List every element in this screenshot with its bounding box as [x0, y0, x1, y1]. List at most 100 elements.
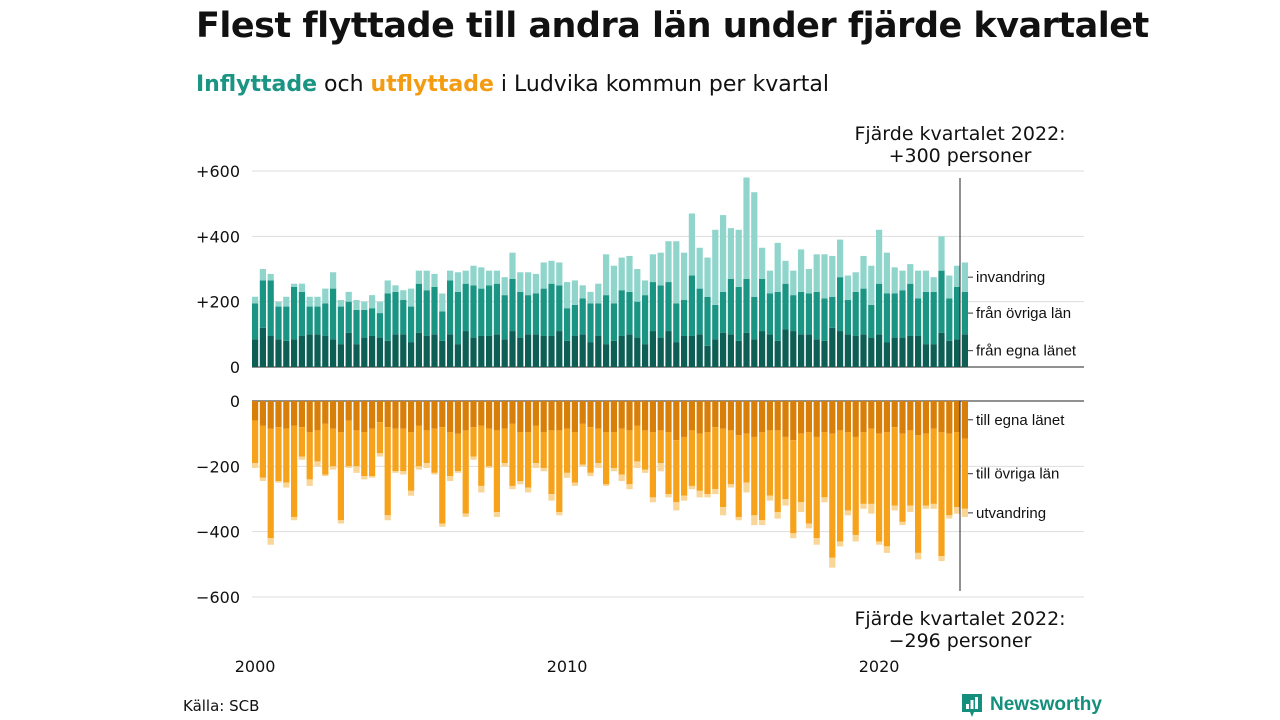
- top-bar: [353, 300, 360, 310]
- top-bar: [790, 331, 797, 367]
- top-bar: [501, 277, 508, 296]
- bottom-bar: [517, 481, 524, 485]
- bottom-bar: [579, 401, 586, 424]
- bottom-bar: [548, 401, 555, 431]
- top-bar: [306, 296, 313, 307]
- top-bar: [267, 273, 274, 281]
- bottom-bar: [829, 401, 836, 434]
- bottom-bar: [532, 463, 539, 468]
- x-tick-label: 2000: [235, 657, 276, 676]
- bottom-bar: [415, 466, 422, 470]
- bottom-bar: [782, 436, 789, 499]
- bottom-bar: [556, 430, 563, 513]
- top-bar: [517, 291, 524, 338]
- bottom-bar: [603, 432, 610, 485]
- bottom-bar: [564, 472, 571, 478]
- bottom-bar: [587, 427, 594, 473]
- bottom-bar: [493, 430, 500, 513]
- bottom-bar: [501, 401, 508, 429]
- bottom-bar: [579, 423, 586, 465]
- top-series-label: från egna länet: [976, 343, 1077, 360]
- top-bar: [946, 275, 953, 299]
- top-bar: [907, 335, 914, 367]
- bottom-bar: [743, 401, 750, 434]
- subtitle-inflyttade: Inflyttade: [196, 72, 318, 97]
- top-bar: [657, 252, 664, 286]
- top-bar: [743, 278, 750, 333]
- top-bar: [439, 311, 446, 341]
- bottom-bar: [345, 401, 352, 421]
- top-bar: [766, 270, 773, 294]
- top-bar: [564, 282, 571, 309]
- bottom-bar: [922, 401, 929, 434]
- bottom-bar: [696, 490, 703, 498]
- top-bar: [665, 282, 672, 332]
- top-bar: [673, 303, 680, 343]
- bottom-bar: [532, 425, 539, 464]
- bottom-bar: [337, 401, 344, 433]
- top-bar: [330, 272, 337, 289]
- bottom-bar: [384, 427, 391, 516]
- bottom-bar: [423, 463, 430, 468]
- top-bar: [805, 293, 812, 335]
- bottom-bar: [626, 484, 633, 490]
- bottom-bar: [462, 513, 469, 517]
- bottom-bar: [837, 430, 844, 542]
- top-bar: [259, 280, 266, 328]
- bottom-bar: [634, 425, 641, 462]
- bottom-bar: [720, 428, 727, 508]
- bottom-bar: [852, 534, 859, 542]
- top-bar: [525, 295, 532, 335]
- top-bar: [595, 335, 602, 367]
- top-bar: [844, 334, 851, 367]
- top-bar: [454, 344, 461, 367]
- bottom-bar: [275, 427, 282, 482]
- top-bar: [829, 296, 836, 328]
- top-bar: [634, 269, 641, 302]
- top-bar: [556, 285, 563, 332]
- top-bar: [844, 275, 851, 301]
- subtitle-rest: i Ludvika kommun per kvartal: [493, 72, 829, 97]
- bottom-bar: [509, 401, 516, 424]
- top-bar: [829, 327, 836, 367]
- bottom-bar: [696, 401, 703, 434]
- bottom-bar: [259, 425, 266, 478]
- top-bar: [766, 293, 773, 335]
- top-bar: [876, 283, 883, 335]
- bottom-bar: [813, 401, 820, 437]
- top-bar: [821, 340, 828, 367]
- top-bar: [462, 283, 469, 332]
- top-bar: [525, 272, 532, 296]
- top-bar: [376, 301, 383, 314]
- bottom-bar: [961, 401, 968, 439]
- bottom-bar: [400, 428, 407, 472]
- top-bar: [306, 306, 313, 335]
- bottom-bar: [571, 482, 578, 486]
- top-bar: [938, 270, 945, 333]
- bottom-bar: [361, 401, 368, 433]
- bottom-bar: [649, 432, 656, 498]
- bottom-bar: [439, 427, 446, 524]
- top-bar: [322, 303, 329, 336]
- bottom-bar: [376, 401, 383, 423]
- top-bar: [696, 334, 703, 367]
- top-bar: [595, 303, 602, 336]
- top-bar: [860, 288, 867, 335]
- bottom-bar: [821, 432, 828, 498]
- bottom-bar: [525, 487, 532, 493]
- top-bar: [688, 335, 695, 367]
- top-bar: [759, 331, 766, 367]
- top-bar: [447, 270, 454, 281]
- top-bar: [634, 301, 641, 338]
- bottom-bar: [642, 469, 649, 473]
- bottom-bar: [587, 472, 594, 477]
- top-bar: [439, 293, 446, 312]
- top-bar: [501, 339, 508, 367]
- bottom-bar: [688, 401, 695, 431]
- top-bar: [642, 280, 649, 296]
- top-bar: [618, 335, 625, 367]
- bottom-bar: [657, 463, 664, 472]
- bottom-annotation-line2: −296 personer: [889, 630, 1032, 652]
- top-bar: [649, 254, 656, 283]
- bottom-bar: [766, 430, 773, 496]
